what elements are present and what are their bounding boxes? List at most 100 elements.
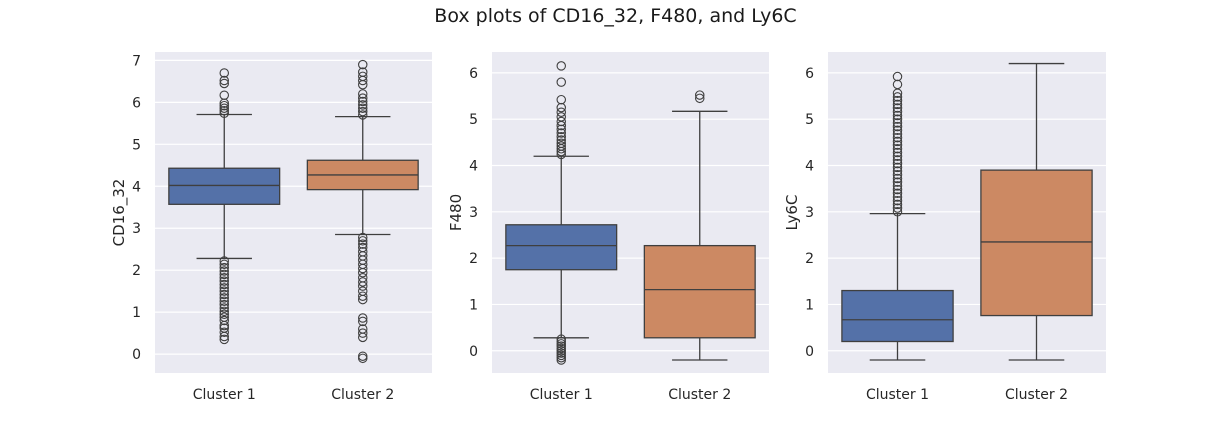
outlier-point <box>892 177 903 187</box>
outlier-point <box>556 339 566 349</box>
outlier-point <box>219 105 230 116</box>
y-tick-label: 6 <box>132 95 141 111</box>
iqr-box <box>841 289 954 343</box>
outlier-point <box>219 334 230 345</box>
x-tick-label: Cluster 1 <box>866 387 929 403</box>
outlier-point <box>219 327 230 338</box>
outlier-point <box>219 279 230 290</box>
outlier-point <box>892 158 903 169</box>
y-tick-label: 7 <box>132 53 141 69</box>
outlier-point <box>219 306 230 317</box>
outlier-point <box>219 293 230 303</box>
outlier-point <box>556 355 566 365</box>
outlier-point <box>219 90 230 100</box>
outlier-point <box>892 195 903 206</box>
y-tick-label: 5 <box>805 112 814 128</box>
outlier-point <box>357 67 368 77</box>
outlier-point <box>219 286 230 296</box>
outlier-point <box>556 348 566 358</box>
outlier-point <box>556 61 566 71</box>
outlier-point <box>892 166 903 176</box>
y-axis-label: CD16_32 <box>110 179 129 247</box>
outlier-point <box>892 199 903 210</box>
outlier-point <box>219 103 230 113</box>
x-tick-label: Cluster 2 <box>1005 387 1068 403</box>
outlier-point <box>556 94 566 105</box>
outlier-point <box>556 141 566 151</box>
outlier-point <box>219 68 230 78</box>
outlier-point <box>556 341 566 351</box>
outlier-point <box>892 118 903 128</box>
y-tick-label: 0 <box>805 344 814 360</box>
x-tick-label: Cluster 2 <box>331 387 394 403</box>
box-2 <box>980 62 1093 361</box>
outlier-point <box>892 140 903 150</box>
outlier-point <box>556 132 566 142</box>
chart-panel-2: 0 1 2 3 4 5 6 F480 Cluster 1 Cluster 2 <box>447 52 769 403</box>
outlier-point <box>357 316 368 327</box>
outlier-point <box>357 351 368 361</box>
outlier-point <box>357 103 368 113</box>
outlier-point <box>219 269 230 280</box>
outlier-point <box>892 99 903 110</box>
outlier-point <box>694 90 705 100</box>
chart-panel-1: 0 1 2 3 4 5 6 7 CD16_32 Cluster 1 Cluster 2 <box>110 52 432 403</box>
iqr-box <box>168 167 281 205</box>
y-tick-label: 1 <box>805 297 814 313</box>
outlier-point <box>357 242 368 253</box>
outlier-point <box>357 313 368 323</box>
outlier-point <box>357 277 368 287</box>
figure-title: Box plots of CD16_32, F480, and Ly6C <box>434 5 797 27</box>
outlier-point <box>892 147 903 158</box>
outlier-point <box>892 114 903 124</box>
y-axis-label: Ly6C <box>783 195 801 231</box>
outlier-point <box>892 95 903 106</box>
outlier-point <box>892 125 903 136</box>
outlier-point <box>219 296 230 306</box>
outlier-point <box>556 336 566 347</box>
y-tick-label: 4 <box>805 158 814 174</box>
plot-area <box>155 52 432 373</box>
outlier-point <box>357 89 368 99</box>
outlier-point <box>357 236 368 246</box>
y-tick-label: 6 <box>805 66 814 82</box>
outlier-point <box>556 128 566 138</box>
outlier-point <box>556 135 566 145</box>
outlier-point <box>892 103 903 113</box>
outlier-point <box>892 144 903 154</box>
x-tick-label: Cluster 1 <box>530 387 593 403</box>
outlier-point <box>892 184 903 195</box>
chart-panel-3: 0 1 2 3 4 5 6 Ly6C Cluster 1 Cluster 2 <box>783 52 1106 403</box>
outlier-point <box>357 328 368 338</box>
outlier-point <box>892 203 903 213</box>
box-1 <box>841 71 954 361</box>
outlier-point <box>219 283 230 293</box>
outlier-point <box>357 291 368 301</box>
outlier-point <box>556 352 566 363</box>
outlier-point <box>219 262 230 273</box>
outlier-point <box>556 343 566 354</box>
outlier-point <box>219 309 230 320</box>
outlier-point <box>219 312 230 322</box>
outlier-point <box>219 256 230 266</box>
outlier-point <box>892 207 903 217</box>
y-tick-label: 6 <box>469 66 478 82</box>
outlier-point <box>219 289 230 300</box>
outlier-point <box>892 162 903 173</box>
outlier-point <box>892 181 903 191</box>
outlier-point <box>219 266 230 276</box>
iqr-box <box>643 244 756 339</box>
outlier-point <box>219 272 230 283</box>
outlier-point <box>556 346 566 356</box>
outlier-point <box>556 138 566 149</box>
outlier-point <box>219 75 230 86</box>
outlier-point <box>556 334 566 344</box>
box-1 <box>505 61 618 365</box>
outlier-point <box>694 93 705 104</box>
outlier-point <box>219 315 230 326</box>
outlier-point <box>892 173 903 184</box>
outlier-point <box>892 107 903 117</box>
y-tick-label: 2 <box>805 251 814 267</box>
